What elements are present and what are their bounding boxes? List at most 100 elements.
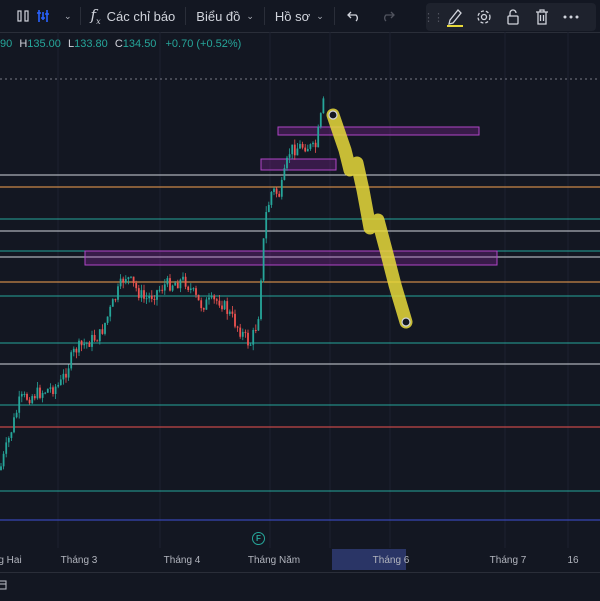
candle-body <box>46 388 49 393</box>
divider <box>333 7 335 25</box>
redo-icon <box>383 11 395 22</box>
candle-body <box>231 311 234 314</box>
candle-body <box>96 340 99 342</box>
high-value: 135.00 <box>27 38 61 50</box>
candle-body <box>150 295 153 299</box>
candle-body <box>286 157 288 169</box>
chevron-down-icon: ⌄ <box>316 10 324 21</box>
candle-body <box>5 442 8 454</box>
candle-body <box>67 368 70 378</box>
candle-body <box>31 396 34 404</box>
candle-body <box>156 290 158 300</box>
indicators-button[interactable]: fx Các chỉ báo <box>83 0 184 32</box>
candle-body <box>153 298 156 300</box>
chart-type-dropdown[interactable]: ⌄ <box>56 0 78 32</box>
trash-icon <box>535 9 548 25</box>
candle-body <box>0 466 2 470</box>
candle-body <box>288 154 291 158</box>
candle-body <box>10 432 13 438</box>
candle-body <box>15 412 18 418</box>
candle-body <box>49 387 52 389</box>
compare-symbols-icon[interactable] <box>34 0 56 32</box>
candle-body <box>54 386 57 394</box>
drawing-object-toolbar: ⋮⋮ <box>423 3 596 31</box>
candle-body <box>252 329 255 345</box>
candle-body <box>137 288 140 298</box>
purple-zone <box>277 126 480 136</box>
candle-body <box>247 332 249 346</box>
candle-body <box>270 191 273 205</box>
candle-body <box>80 340 83 346</box>
candle-body <box>312 142 314 145</box>
candle-body <box>13 417 15 433</box>
candle-body <box>91 334 93 347</box>
candle-body <box>241 331 244 337</box>
candle-body <box>299 144 301 149</box>
chart-menu-button[interactable]: Biểu đồ ⌄ <box>188 0 262 32</box>
earnings-marker[interactable]: F <box>252 532 265 545</box>
time-label: Tháng 3 <box>60 555 98 566</box>
candle-body <box>215 299 218 301</box>
candle-body <box>158 289 161 291</box>
close-key: C <box>114 38 123 50</box>
profile-label: Hồ sơ <box>274 8 311 24</box>
candle-body <box>317 126 320 148</box>
candle-body <box>223 301 226 310</box>
candle-body <box>98 329 101 342</box>
candle-body <box>75 348 78 353</box>
candle-body <box>93 334 96 341</box>
candle-body <box>57 384 60 387</box>
candle-body <box>182 276 184 280</box>
delete-button[interactable] <box>527 3 556 31</box>
candle-body <box>273 188 275 192</box>
gear-icon <box>476 10 491 24</box>
candle-body <box>192 288 195 290</box>
more-options-button[interactable] <box>556 3 585 31</box>
candle-body <box>111 299 114 307</box>
function-icon: fx <box>90 6 101 26</box>
highlighter-color-button[interactable] <box>440 3 469 31</box>
unlock-icon <box>506 9 519 25</box>
lock-button[interactable] <box>498 3 527 31</box>
settings-button[interactable] <box>469 3 498 31</box>
time-label: Tháng 7 <box>489 555 527 566</box>
candle-body <box>44 392 47 394</box>
candle-body <box>306 148 309 152</box>
candle-body <box>218 300 221 306</box>
candle-body <box>267 204 270 213</box>
redo-button[interactable] <box>371 0 405 32</box>
candle-body <box>59 379 62 385</box>
candle-body <box>88 342 91 347</box>
time-axis[interactable]: g Hai Tháng 3 Tháng 4 Tháng Năm Tháng 6 … <box>0 548 600 572</box>
candle-body <box>197 294 200 301</box>
change-value: +0.70 (+0.52%) <box>165 38 242 50</box>
highlighter-path <box>326 108 413 329</box>
drag-handle-icon[interactable]: ⋮⋮ <box>423 11 444 24</box>
calendar-icon[interactable] <box>0 579 8 591</box>
candle-body <box>7 437 10 443</box>
candle-body <box>78 340 80 353</box>
candle-body <box>143 290 145 299</box>
candle-body <box>145 298 148 300</box>
candle-body <box>200 300 203 309</box>
more-icon <box>563 15 578 19</box>
candle-style-icon[interactable] <box>0 0 34 32</box>
candle-body <box>205 299 208 310</box>
candle-body <box>176 282 179 289</box>
candle-body <box>314 142 317 148</box>
chevron-down-icon: ⌄ <box>246 10 254 21</box>
candle-body <box>101 329 104 334</box>
profile-button[interactable]: Hồ sơ ⌄ <box>267 0 332 32</box>
path-handle <box>328 110 338 120</box>
candle-body <box>293 144 296 156</box>
candle-body <box>18 396 21 413</box>
candle-body <box>189 288 192 290</box>
candle-body <box>262 238 265 281</box>
undo-button[interactable] <box>337 0 371 32</box>
undo-icon <box>346 11 358 22</box>
time-label: 16 <box>567 555 579 566</box>
candle-body <box>213 295 216 300</box>
low-value: 133.80 <box>74 38 108 50</box>
candle-body <box>109 306 112 317</box>
price-chart[interactable] <box>0 32 600 548</box>
